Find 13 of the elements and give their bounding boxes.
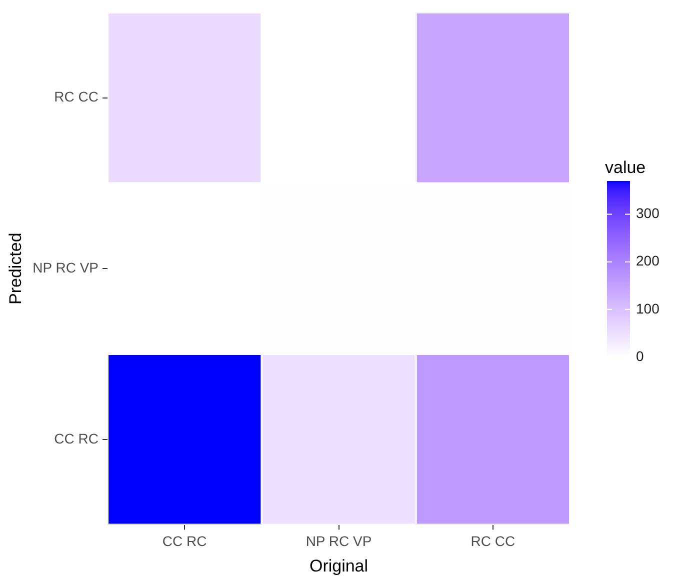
color-bar-label: 0: [636, 348, 644, 364]
y-tick-label: NP RC VP: [32, 259, 99, 276]
color-bar-label: 200: [636, 252, 660, 269]
x-tick-label: NP RC VP: [306, 533, 372, 550]
color-bar-title: value: [605, 158, 646, 177]
x-tick-label: RC CC: [470, 533, 516, 550]
x-tick-label: CC RC: [162, 533, 207, 550]
x-axis-title: Original: [309, 556, 368, 576]
y-tick-label: CC RC: [54, 430, 99, 446]
y-axis-title: Predicted: [6, 232, 25, 305]
color-bar-label: 300: [636, 205, 660, 222]
y-tick-label: RC CC: [54, 88, 99, 105]
color-bar-label: 100: [636, 300, 660, 316]
